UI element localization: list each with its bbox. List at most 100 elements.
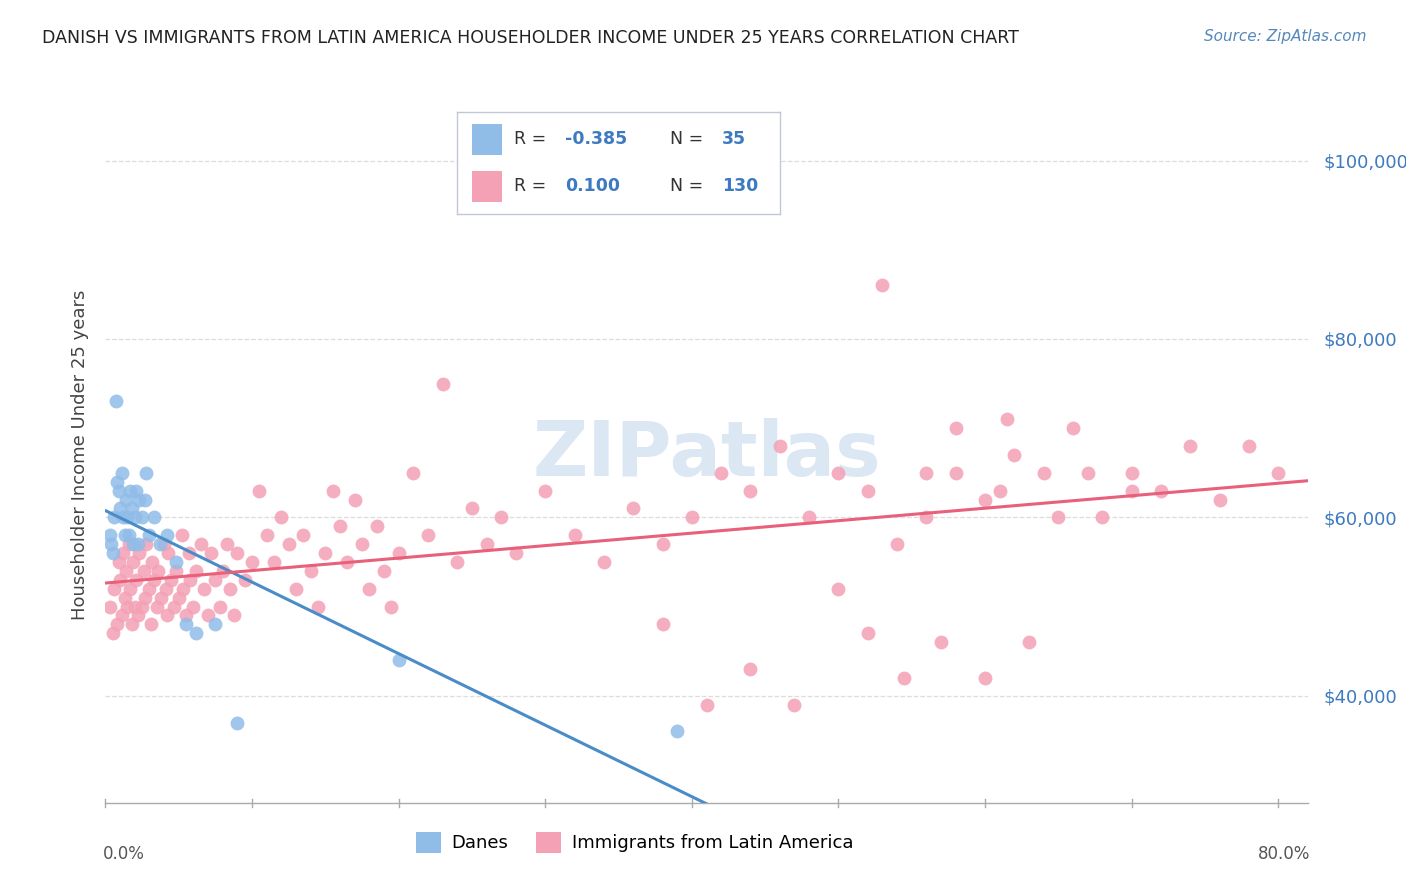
Point bbox=[200, 546, 222, 560]
Point bbox=[101, 546, 124, 560]
Point bbox=[974, 492, 997, 507]
Point bbox=[167, 591, 190, 605]
Point bbox=[110, 608, 132, 623]
Point bbox=[226, 715, 249, 730]
Point bbox=[125, 573, 148, 587]
Point bbox=[177, 546, 200, 560]
Point bbox=[127, 608, 149, 623]
Point bbox=[593, 555, 616, 569]
Point bbox=[388, 546, 411, 560]
Point bbox=[915, 466, 938, 480]
Point bbox=[1032, 466, 1054, 480]
Point bbox=[783, 698, 806, 712]
Point bbox=[461, 501, 484, 516]
Point bbox=[145, 599, 167, 614]
Point bbox=[710, 466, 733, 480]
Point bbox=[432, 376, 454, 391]
Point bbox=[183, 599, 205, 614]
Point bbox=[945, 466, 967, 480]
Point bbox=[125, 483, 148, 498]
Point bbox=[118, 528, 141, 542]
Point bbox=[108, 501, 131, 516]
Point bbox=[446, 555, 468, 569]
Point bbox=[292, 528, 315, 542]
Point bbox=[186, 626, 208, 640]
Point bbox=[621, 501, 644, 516]
Point bbox=[124, 510, 146, 524]
Point bbox=[103, 510, 125, 524]
Point bbox=[142, 510, 165, 524]
Text: 130: 130 bbox=[723, 178, 758, 195]
Point bbox=[120, 582, 142, 596]
Point bbox=[165, 564, 187, 578]
Point bbox=[193, 582, 215, 596]
Point bbox=[1002, 448, 1025, 462]
Point bbox=[112, 546, 135, 560]
Text: N =: N = bbox=[671, 130, 703, 148]
Point bbox=[174, 608, 197, 623]
Point bbox=[475, 537, 498, 551]
Text: 80.0%: 80.0% bbox=[1257, 845, 1310, 863]
Point bbox=[134, 591, 156, 605]
Point bbox=[132, 564, 155, 578]
Point bbox=[98, 599, 121, 614]
Point bbox=[256, 528, 278, 542]
Point bbox=[247, 483, 270, 498]
Text: N =: N = bbox=[671, 178, 703, 195]
Point bbox=[156, 528, 179, 542]
Point bbox=[107, 483, 129, 498]
Point bbox=[121, 501, 143, 516]
Point bbox=[148, 564, 170, 578]
Point bbox=[681, 510, 703, 524]
Point bbox=[388, 653, 411, 667]
Text: -0.385: -0.385 bbox=[565, 130, 627, 148]
Text: R =: R = bbox=[513, 178, 546, 195]
Point bbox=[128, 546, 150, 560]
Point bbox=[117, 599, 139, 614]
Point bbox=[135, 537, 157, 551]
Point bbox=[359, 582, 381, 596]
Point bbox=[1018, 635, 1040, 649]
Point bbox=[108, 573, 131, 587]
Point bbox=[651, 537, 673, 551]
Point bbox=[120, 483, 142, 498]
Point bbox=[219, 582, 242, 596]
Point bbox=[491, 510, 513, 524]
Point bbox=[115, 564, 138, 578]
Point bbox=[170, 528, 193, 542]
Point bbox=[277, 537, 299, 551]
Text: ZIPatlas: ZIPatlas bbox=[533, 418, 880, 491]
Point bbox=[307, 599, 329, 614]
Point bbox=[505, 546, 527, 560]
Point bbox=[156, 608, 179, 623]
Point bbox=[1267, 466, 1289, 480]
Point bbox=[107, 555, 129, 569]
Point bbox=[160, 573, 183, 587]
Point bbox=[366, 519, 388, 533]
Point bbox=[141, 555, 163, 569]
Point bbox=[139, 617, 162, 632]
Point bbox=[974, 671, 997, 685]
Point bbox=[915, 510, 938, 524]
Point bbox=[995, 412, 1018, 426]
Point bbox=[1047, 510, 1070, 524]
Point bbox=[534, 483, 557, 498]
Point bbox=[1091, 510, 1114, 524]
Point bbox=[226, 546, 249, 560]
Point bbox=[224, 608, 246, 623]
Text: 35: 35 bbox=[723, 130, 747, 148]
Point bbox=[695, 698, 717, 712]
Point bbox=[988, 483, 1011, 498]
Point bbox=[204, 617, 226, 632]
Point bbox=[1062, 421, 1084, 435]
Text: DANISH VS IMMIGRANTS FROM LATIN AMERICA HOUSEHOLDER INCOME UNDER 25 YEARS CORREL: DANISH VS IMMIGRANTS FROM LATIN AMERICA … bbox=[42, 29, 1019, 46]
Point bbox=[124, 599, 146, 614]
Point bbox=[121, 617, 143, 632]
Point bbox=[1077, 466, 1099, 480]
Text: Source: ZipAtlas.com: Source: ZipAtlas.com bbox=[1204, 29, 1367, 44]
Point bbox=[155, 582, 177, 596]
Text: R =: R = bbox=[513, 130, 546, 148]
Point bbox=[564, 528, 586, 542]
Point bbox=[105, 475, 128, 489]
Point bbox=[114, 591, 136, 605]
